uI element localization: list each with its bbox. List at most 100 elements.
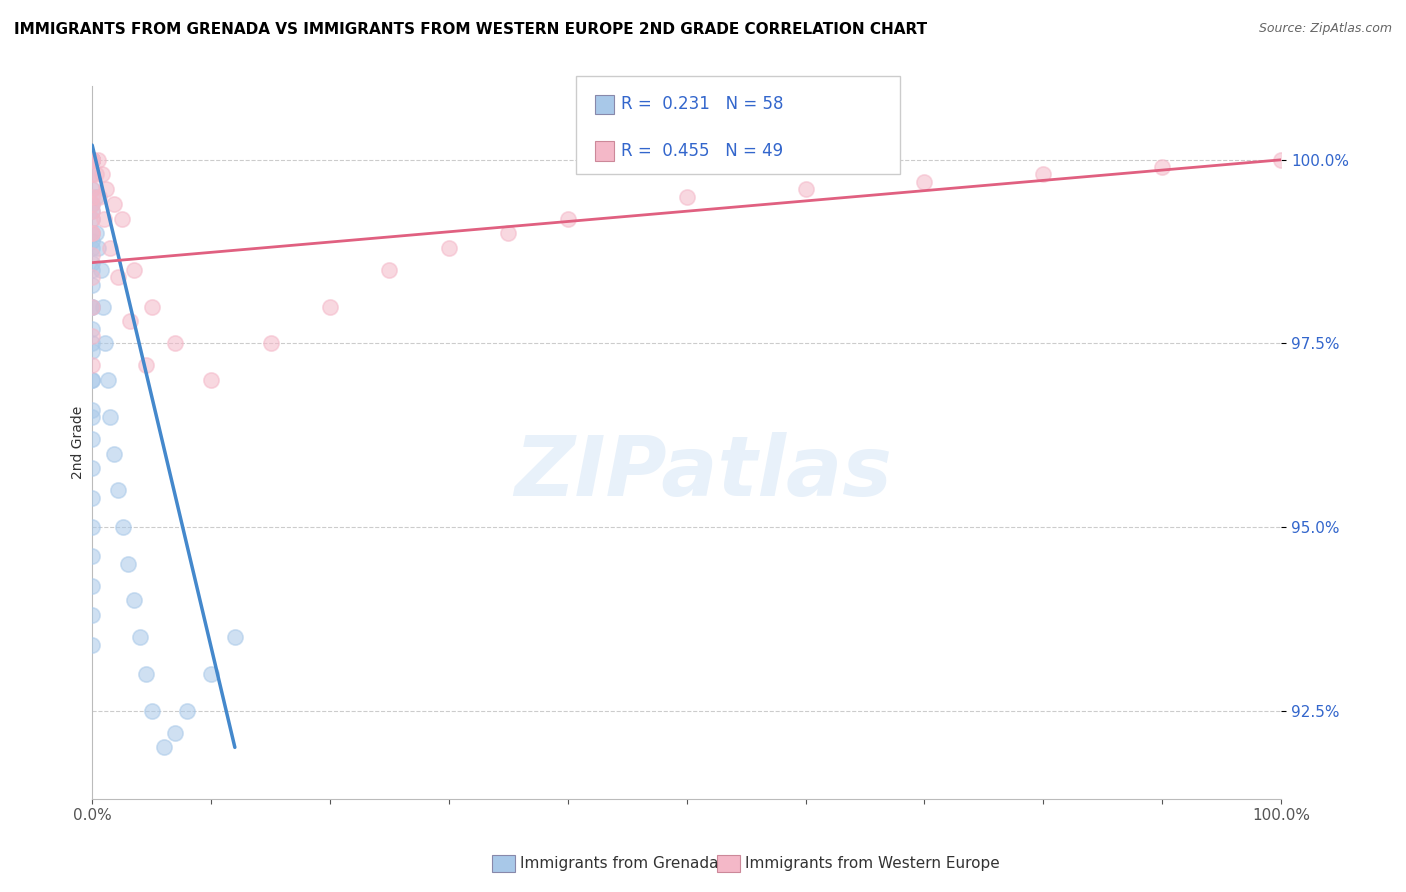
- Point: [82, 432, 104, 446]
- Point: [82, 153, 104, 167]
- Point: [94, 336, 117, 351]
- Text: R =  0.455   N = 49: R = 0.455 N = 49: [621, 142, 783, 160]
- Point: [82, 402, 104, 417]
- Point: [259, 336, 281, 351]
- Point: [82, 336, 104, 351]
- Point: [82, 263, 104, 277]
- Point: [122, 593, 145, 607]
- Point: [82, 153, 104, 167]
- Point: [82, 608, 104, 623]
- Point: [1152, 160, 1174, 174]
- Point: [82, 277, 104, 292]
- Point: [120, 314, 142, 328]
- Point: [437, 241, 460, 255]
- Point: [1032, 168, 1054, 182]
- Point: [82, 168, 104, 182]
- Point: [135, 359, 157, 373]
- Point: [93, 211, 115, 226]
- Point: [82, 153, 104, 167]
- Point: [794, 182, 817, 196]
- Point: [90, 168, 112, 182]
- Point: [378, 263, 401, 277]
- Point: [82, 168, 104, 182]
- Point: [498, 226, 520, 240]
- Point: [107, 270, 129, 285]
- Point: [82, 549, 104, 564]
- Point: [84, 189, 107, 203]
- Point: [675, 189, 697, 203]
- Point: [82, 491, 104, 505]
- Text: Immigrants from Western Europe: Immigrants from Western Europe: [745, 856, 1000, 871]
- Point: [82, 579, 104, 593]
- Point: [87, 153, 110, 167]
- Point: [82, 300, 104, 314]
- Point: [82, 153, 104, 167]
- Point: [87, 241, 110, 255]
- Point: [82, 226, 104, 240]
- Point: [82, 226, 104, 240]
- Point: [98, 409, 121, 424]
- Point: [82, 153, 104, 167]
- Text: ZIPatlas: ZIPatlas: [515, 433, 891, 513]
- Point: [82, 638, 104, 652]
- Point: [82, 300, 104, 314]
- Point: [82, 153, 104, 167]
- Point: [82, 153, 104, 167]
- Point: [82, 153, 104, 167]
- Point: [82, 300, 104, 314]
- Point: [82, 204, 104, 219]
- Point: [141, 300, 163, 314]
- Point: [111, 211, 134, 226]
- Point: [82, 322, 104, 336]
- Point: [89, 189, 111, 203]
- Point: [82, 153, 104, 167]
- Point: [1270, 153, 1292, 167]
- Point: [82, 153, 104, 167]
- Point: [82, 153, 104, 167]
- Point: [82, 189, 104, 203]
- Point: [82, 461, 104, 475]
- Point: [82, 329, 104, 343]
- Point: [98, 241, 121, 255]
- Point: [141, 704, 163, 718]
- Point: [107, 483, 129, 498]
- Text: IMMIGRANTS FROM GRENADA VS IMMIGRANTS FROM WESTERN EUROPE 2ND GRADE CORRELATION : IMMIGRANTS FROM GRENADA VS IMMIGRANTS FR…: [14, 22, 927, 37]
- Point: [82, 241, 104, 255]
- Point: [200, 373, 222, 387]
- Point: [82, 153, 104, 167]
- Point: [84, 168, 107, 182]
- Point: [82, 234, 104, 248]
- Point: [128, 630, 150, 644]
- Text: R =  0.231   N = 58: R = 0.231 N = 58: [621, 95, 785, 113]
- Point: [165, 725, 187, 739]
- Point: [97, 373, 120, 387]
- Point: [82, 197, 104, 211]
- Point: [82, 359, 104, 373]
- Point: [165, 336, 187, 351]
- Point: [557, 211, 579, 226]
- Point: [152, 740, 174, 755]
- Point: [135, 666, 157, 681]
- Point: [103, 446, 125, 460]
- Point: [84, 226, 107, 240]
- Point: [82, 373, 104, 387]
- Point: [82, 153, 104, 167]
- Point: [82, 153, 104, 167]
- Point: [200, 666, 222, 681]
- Text: Source: ZipAtlas.com: Source: ZipAtlas.com: [1258, 22, 1392, 36]
- Point: [82, 226, 104, 240]
- Point: [82, 248, 104, 262]
- Point: [82, 153, 104, 167]
- Point: [96, 182, 118, 196]
- Text: Immigrants from Grenada: Immigrants from Grenada: [520, 856, 718, 871]
- Point: [82, 343, 104, 358]
- Point: [82, 211, 104, 226]
- Point: [82, 270, 104, 285]
- Point: [224, 630, 246, 644]
- Point: [82, 197, 104, 211]
- Point: [82, 211, 104, 226]
- Point: [82, 373, 104, 387]
- Point: [117, 557, 139, 571]
- Point: [82, 182, 104, 196]
- Point: [912, 175, 935, 189]
